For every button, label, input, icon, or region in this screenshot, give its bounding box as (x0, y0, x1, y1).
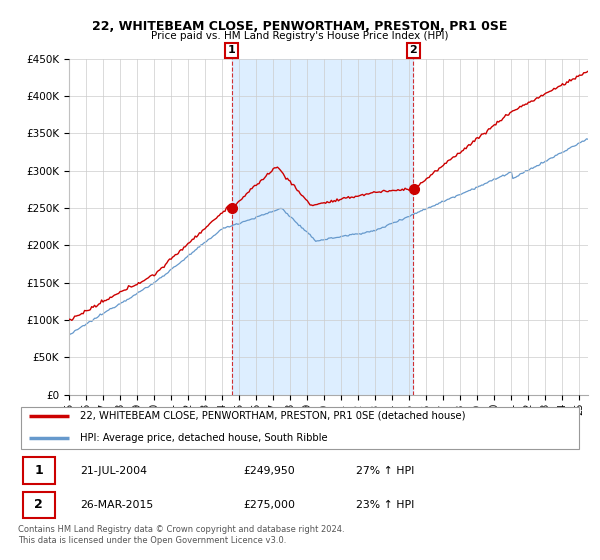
Text: 22, WHITEBEAM CLOSE, PENWORTHAM, PRESTON, PR1 0SE: 22, WHITEBEAM CLOSE, PENWORTHAM, PRESTON… (92, 20, 508, 32)
Text: 1: 1 (227, 45, 235, 55)
Text: Price paid vs. HM Land Registry's House Price Index (HPI): Price paid vs. HM Land Registry's House … (151, 31, 449, 41)
Text: 27% ↑ HPI: 27% ↑ HPI (356, 465, 415, 475)
Text: £275,000: £275,000 (244, 500, 296, 510)
Text: 1: 1 (34, 464, 43, 477)
Text: 2: 2 (34, 498, 43, 511)
Text: 21-JUL-2004: 21-JUL-2004 (80, 465, 147, 475)
Text: 22, WHITEBEAM CLOSE, PENWORTHAM, PRESTON, PR1 0SE (detached house): 22, WHITEBEAM CLOSE, PENWORTHAM, PRESTON… (80, 411, 466, 421)
Text: 2: 2 (409, 45, 417, 55)
Text: Contains HM Land Registry data © Crown copyright and database right 2024.
This d: Contains HM Land Registry data © Crown c… (18, 525, 344, 545)
FancyBboxPatch shape (23, 492, 55, 518)
Text: 23% ↑ HPI: 23% ↑ HPI (356, 500, 415, 510)
Text: £249,950: £249,950 (244, 465, 295, 475)
Bar (232, 59, 413, 395)
Text: 26-MAR-2015: 26-MAR-2015 (80, 500, 153, 510)
FancyBboxPatch shape (21, 407, 579, 449)
Text: HPI: Average price, detached house, South Ribble: HPI: Average price, detached house, Sout… (80, 433, 328, 443)
FancyBboxPatch shape (23, 458, 55, 484)
